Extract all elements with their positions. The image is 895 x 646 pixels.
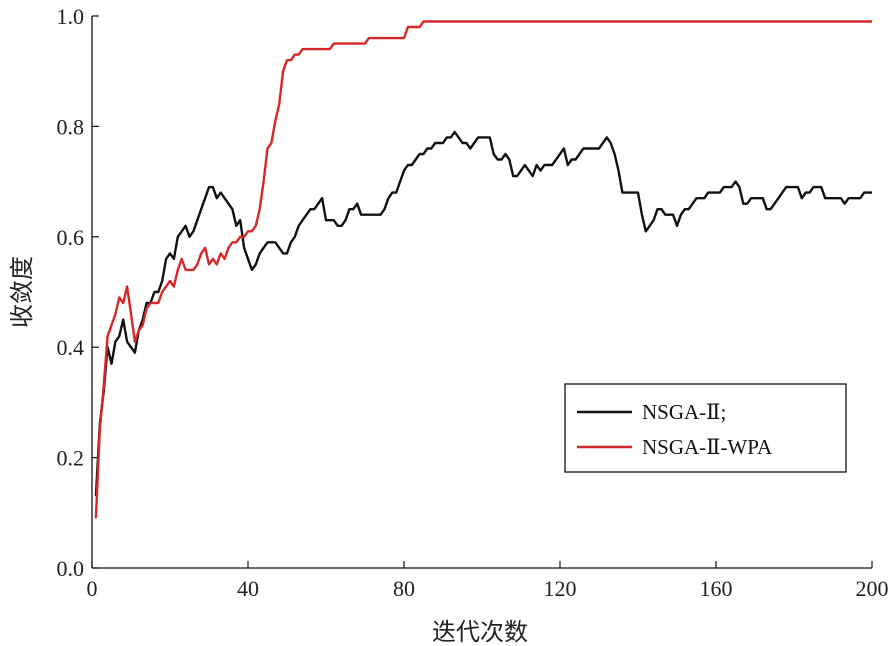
- legend-label-nsga2-wpa: NSGA-Ⅱ-WPA: [642, 435, 773, 459]
- x-tick-label: 0: [87, 576, 98, 601]
- x-axis-title: 迭代次数: [432, 618, 528, 646]
- y-tick-label: 0.8: [57, 114, 85, 139]
- x-tick-label: 80: [393, 576, 415, 601]
- y-tick-labels: 0.0 0.2 0.4 0.6 0.8 1.0: [57, 4, 85, 581]
- y-axis-title: 收敛度: [8, 256, 36, 328]
- x-tick-label: 160: [700, 576, 733, 601]
- series-line-nsga2: [94, 130, 872, 497]
- series-layer: [94, 20, 872, 519]
- x-tick-label: 200: [856, 576, 889, 601]
- x-tick-label: 120: [544, 576, 577, 601]
- x-tick-labels: 0 40 80 120 160 200: [87, 576, 889, 601]
- series-line-nsga2-wpa: [94, 20, 872, 519]
- y-tick-label: 1.0: [57, 4, 85, 29]
- y-tick-label: 0.6: [57, 225, 85, 250]
- y-tick-label: 0.4: [57, 335, 85, 360]
- legend: NSGA-Ⅱ; NSGA-Ⅱ-WPA: [564, 383, 847, 473]
- legend-label-nsga2: NSGA-Ⅱ;: [642, 400, 726, 424]
- x-tick-label: 40: [237, 576, 259, 601]
- y-tick-label: 0.2: [57, 446, 85, 471]
- y-tick-label: 0.0: [57, 556, 85, 581]
- legend-box: [564, 383, 847, 473]
- plot-axes: [91, 15, 873, 569]
